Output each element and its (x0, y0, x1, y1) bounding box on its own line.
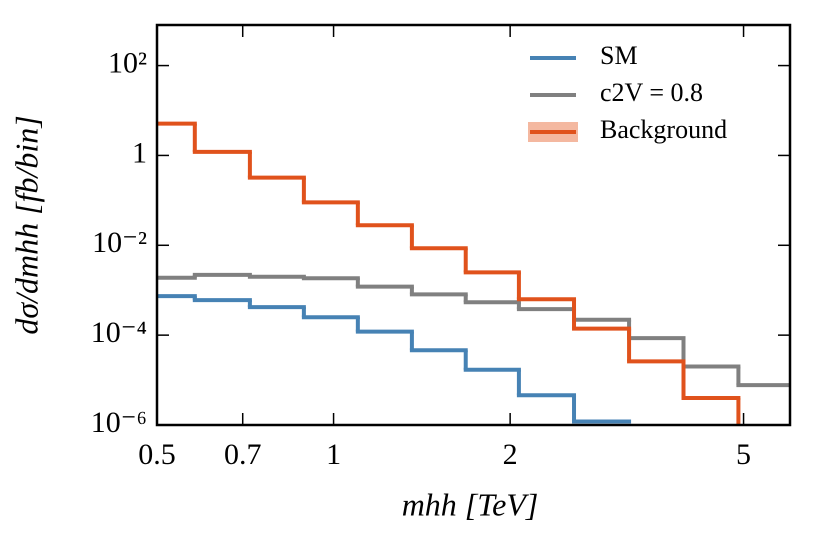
y-tick-label: 10⁻⁶ (91, 406, 147, 439)
x-tick-label: 1 (326, 438, 341, 471)
x-tick-label: 2 (503, 438, 518, 471)
y-tick-label: 10² (108, 46, 147, 79)
legend-label: Background (600, 115, 727, 144)
y-tick-label: 1 (132, 136, 147, 169)
x-tick-label: 0.5 (138, 438, 176, 471)
legend-label: c2V = 0.8 (600, 78, 703, 107)
plot-area (157, 121, 790, 425)
legend-label: SM (600, 41, 638, 70)
x-tick-label: 0.7 (224, 438, 262, 471)
x-tick-label: 5 (736, 438, 751, 471)
y-tick-label: 10⁻⁴ (91, 316, 147, 349)
x-axis-label: mhh [TeV] (402, 486, 539, 522)
y-axis-label: dσ/dmhh [fb/bin] (8, 115, 44, 334)
y-tick-label: 10⁻² (92, 226, 147, 259)
frame (155, 23, 792, 427)
